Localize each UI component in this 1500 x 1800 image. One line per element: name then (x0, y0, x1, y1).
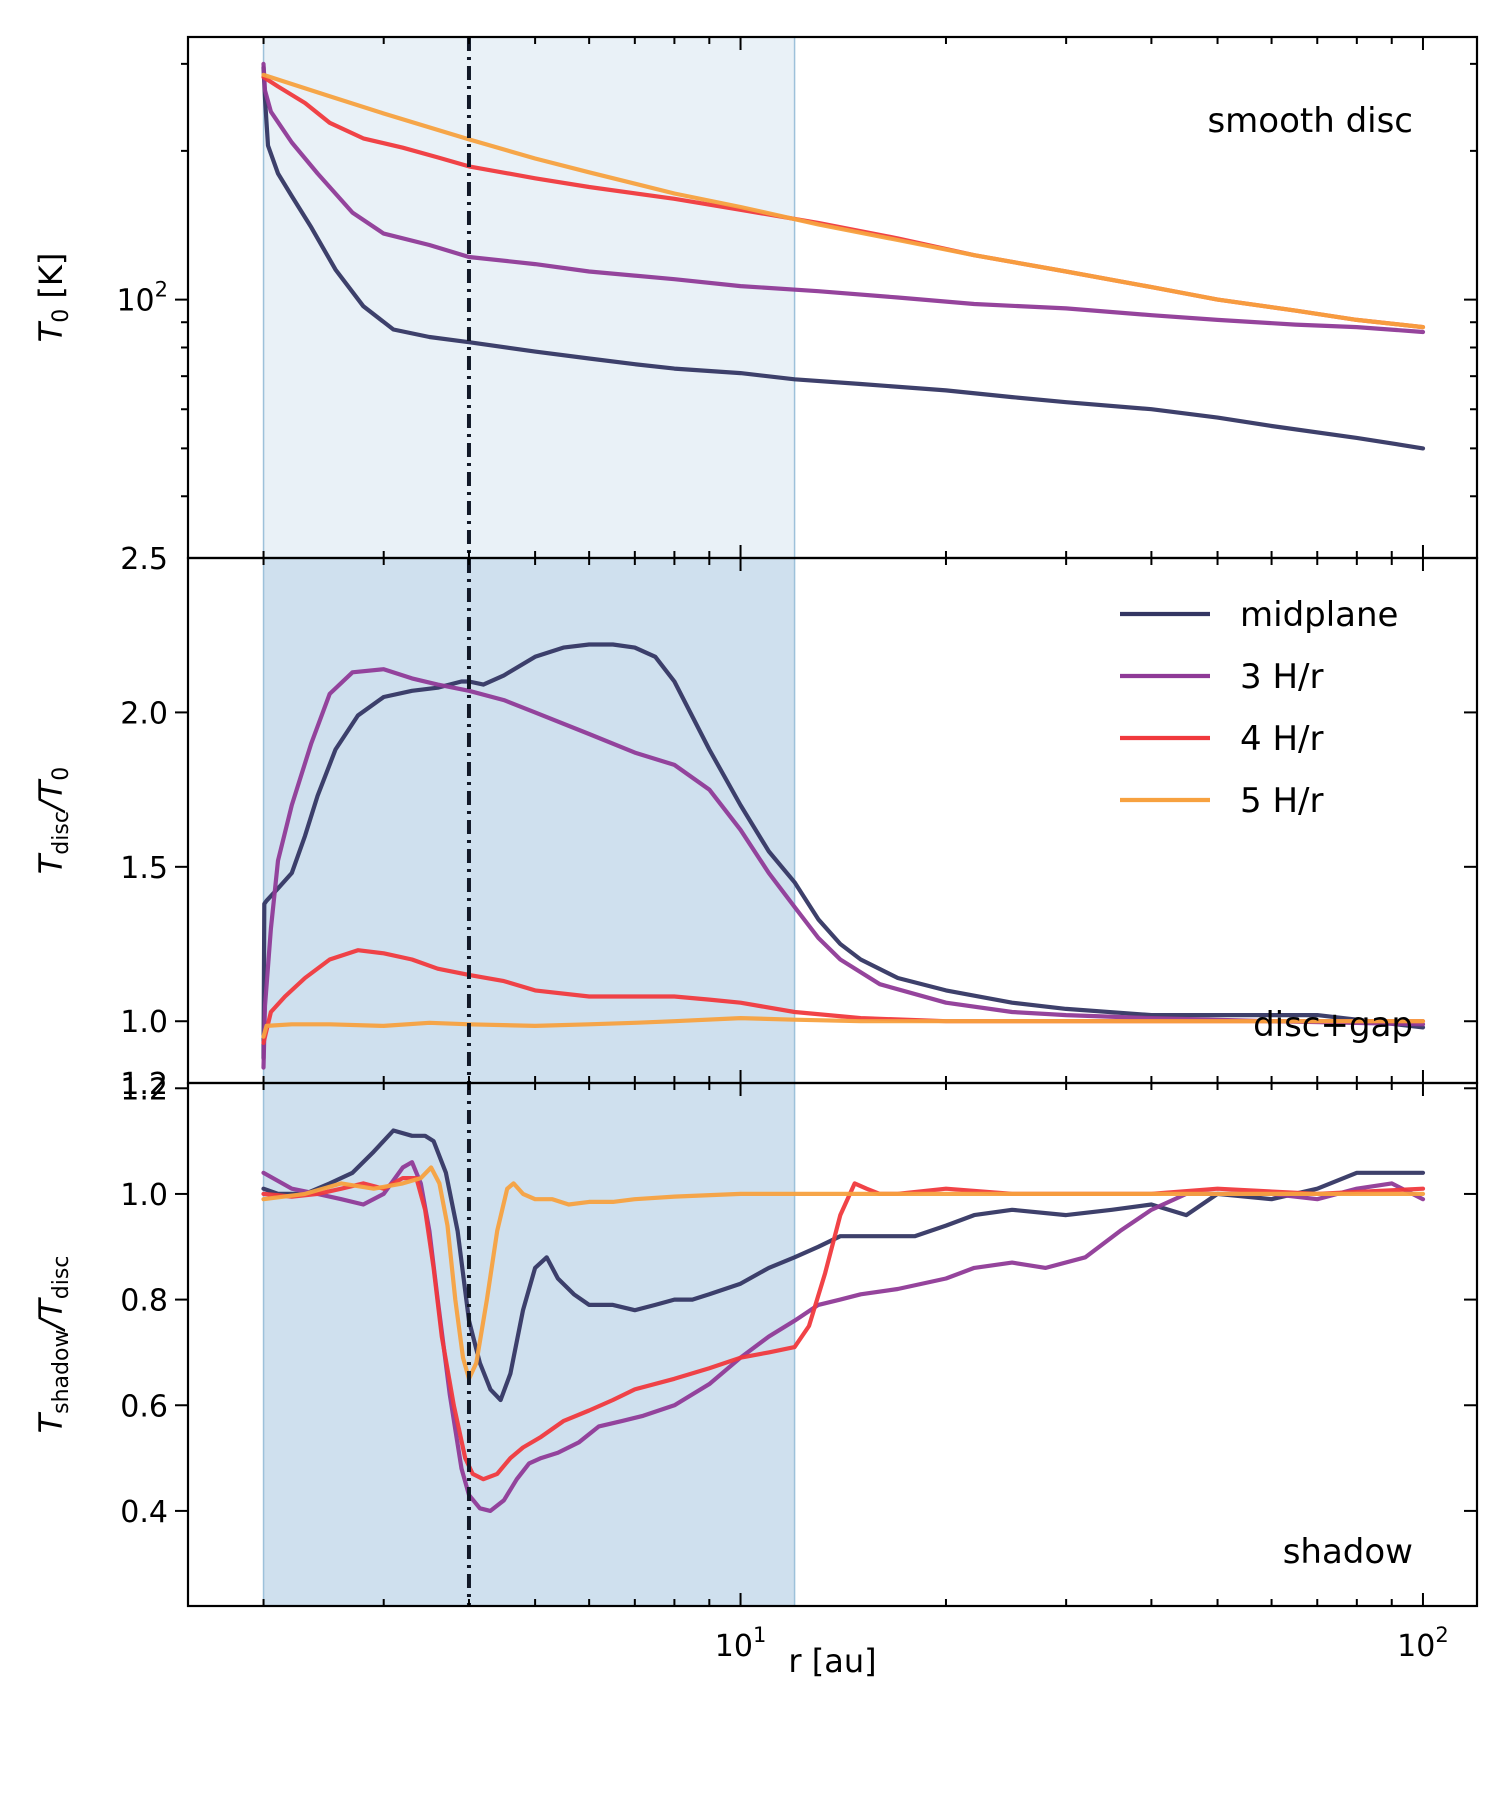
tick-marks (175, 37, 1477, 1606)
x-axis-label: r [au] (788, 1642, 876, 1680)
y-tick-label-middle: 1.5 (120, 851, 168, 886)
y-label-mid-sub2: 0 (49, 767, 74, 781)
y-tick-label-bottom: 0.4 (120, 1495, 168, 1530)
y-tick-base: 10 (116, 284, 154, 319)
y-axis-label-bottom: Tshadow/Tdisc (32, 1256, 74, 1434)
panel-boundary-label-middle: 1.2 (120, 1067, 168, 1102)
series-bottom-midplane (261, 1128, 1426, 1403)
y-label-top-unit: [K] (32, 253, 70, 309)
shaded-region-middle (262, 557, 796, 1084)
y-label-top-main: T (32, 320, 70, 342)
y-tick-label-top-100: 102 (116, 278, 168, 319)
y-label-mid-main: T (32, 852, 70, 874)
panel-frame-bottom (186, 1081, 1479, 1608)
shaded-regions (262, 36, 796, 1607)
series-top-midplane (261, 65, 1426, 451)
y-label-bot-sub: shadow (49, 1330, 74, 1414)
shaded-region-top (262, 36, 796, 559)
series-middle-5-h-r (261, 1016, 1426, 1039)
panel-frames (186, 35, 1479, 1608)
series-top-5-h-r (261, 72, 1426, 330)
y-label-top-sub: 0 (49, 309, 74, 323)
y-tick-label-bottom: 0.6 (120, 1389, 168, 1424)
y-label-bot-main: T (32, 1411, 70, 1433)
panel-boundary-label-top: 2.5 (120, 542, 168, 577)
x-tick-exponent: 1 (753, 1623, 766, 1647)
x-tick-base: 10 (715, 1629, 753, 1664)
y-label-bot-tail: /T (32, 1297, 70, 1333)
y-tick-exponent: 2 (155, 278, 168, 302)
y-tick-label-bottom: 0.8 (120, 1284, 168, 1319)
y-tick-label-bottom: 1.0 (120, 1178, 168, 1213)
panel-annotation-shadow: shadow (1283, 1532, 1413, 1572)
y-tick-label-bottom: 1.2 (120, 1072, 168, 1107)
y-label-mid-tail: /T (32, 778, 70, 814)
y-axis-label-top: T0 [K] (32, 253, 74, 343)
shaded-region-bottom (262, 1082, 796, 1607)
y-label-bot-sub2: disc (49, 1256, 74, 1300)
legend-label-4hr: 4 H/r (1240, 719, 1323, 759)
series-bottom-5-h-r (261, 1165, 1426, 1381)
legend-label-midplane: midplane (1240, 595, 1398, 635)
x-tick-base: 10 (1397, 1629, 1435, 1664)
y-tick-label-middle: 1.0 (120, 1005, 168, 1040)
series-middle-midplane (261, 642, 1426, 1061)
series-lines (261, 61, 1426, 1513)
y-label-mid-sub: disc (49, 811, 74, 855)
legend-label-3hr: 3 H/r (1240, 657, 1323, 697)
series-top-3-h-r (261, 61, 1426, 335)
panel-annotation-disc-gap: disc+gap (1253, 1005, 1413, 1045)
y-tick-label-middle: 2.0 (120, 696, 168, 731)
legend: midplane 3 H/r 4 H/r 5 H/r (1120, 595, 1398, 821)
series-middle-3-h-r (261, 667, 1426, 1070)
panel-annotation-smooth-disc: smooth disc (1207, 101, 1413, 141)
x-tick-label-10: 101 (715, 1623, 767, 1664)
x-tick-label-100: 102 (1397, 1623, 1449, 1664)
legend-label-5hr: 5 H/r (1240, 781, 1323, 821)
y-axis-label-middle: Tdisc/T0 (32, 767, 74, 875)
x-tick-exponent: 2 (1435, 1623, 1448, 1647)
